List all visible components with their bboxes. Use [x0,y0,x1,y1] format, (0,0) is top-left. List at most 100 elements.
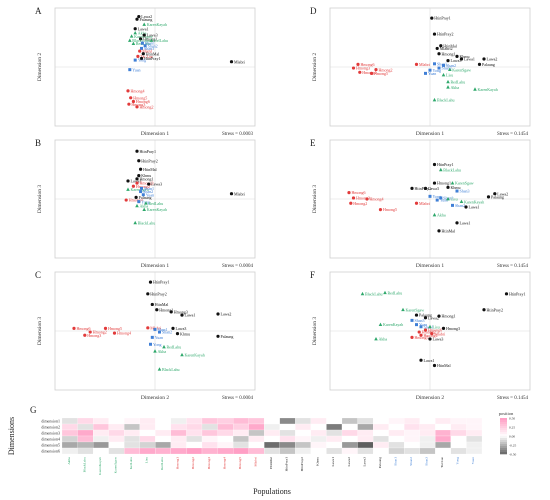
legend-swatch [500,432,507,435]
point-marker [401,307,405,312]
point-marker [126,187,130,191]
heatmap-cell [155,423,171,431]
heatmap-x-title: Populations [253,487,291,496]
point-label: Yong [138,58,147,63]
point-label: Akha [158,349,167,354]
point-marker [347,191,351,195]
heatmap-cell [93,429,109,437]
point-label: KarenSgaw [131,187,150,192]
point-marker [229,192,234,196]
scatter-point: BlackLahu [157,367,180,372]
panel-letter: D [310,6,317,16]
heatmap-cell [139,435,156,443]
scatter-point: HtinPray2 [432,32,453,37]
heatmap-cell [233,441,249,449]
heatmap-row-label: dimension4 [41,437,60,442]
point-label: Hmong4 [424,333,438,338]
scatter-point: Hmong1 [155,307,173,312]
scatter-point: Hmong5 [378,207,397,212]
point-label: Shan1 [144,186,154,191]
point-label: Palaung [491,194,504,199]
heatmap-cell [388,417,405,425]
scatter-point: Shan2 [158,330,172,335]
point-marker [351,66,356,70]
point-marker [216,312,220,316]
point-marker [349,201,353,205]
point-label: Hmong1 [442,51,456,56]
point-label: Hmong3 [174,309,188,314]
panel-f: F Dimension 2 Dimension 3 Stress = 0.1454 Bl… [310,270,531,401]
scatter-point: Hmong1 [135,176,154,181]
heatmap-column-label: Lisu [145,457,149,463]
legend-title: position [499,411,514,416]
scatter-point: Mlabri [414,62,431,67]
heatmap-cell [419,423,436,431]
point-marker [417,330,421,334]
heatmap-column-label: Shan1 [393,457,397,466]
point-marker [103,326,108,330]
point-label: Hmong5 [383,207,397,212]
point-label: KelLahu [154,38,168,43]
point-marker [83,333,87,337]
y-axis-label: Dimension 2 [37,53,43,82]
point-marker [446,59,450,63]
heatmap-cell [357,441,374,449]
point-marker [139,190,143,194]
point-label: BlackLahu [138,220,156,225]
scatter-point: RedLahu [162,345,181,350]
point-label: Khmu [180,331,190,336]
scatter-point: Lawa2 [216,312,231,317]
scatter-point: Hmong2 [349,201,367,206]
scatter-point: HtinPray2 [410,186,431,191]
scatter-point: Palaung [135,17,152,22]
point-marker [451,203,454,207]
point-marker [504,292,509,296]
point-label: Hmong2 [379,67,393,72]
point-marker [369,71,374,75]
scatter-point: Shan3 [437,66,452,71]
point-label: Palaung [139,195,152,200]
heatmap-cell [77,429,94,437]
heatmap-column-label: HtinPray1 [285,457,289,472]
heatmap-cell [186,441,203,449]
scatter-point: Shan1 [140,186,154,191]
point-label: Lawa1 [138,26,149,31]
heatmap-cell [404,441,420,449]
point-marker [448,67,452,72]
point-marker [419,333,423,337]
point-marker [415,323,418,327]
legend-swatch [500,428,507,431]
point-label: Palaung [419,313,432,318]
heatmap-cell [108,441,125,449]
point-label: HtinPray2 [487,307,503,312]
point-label: KarenSgaw [406,307,425,312]
heatmap-cell [186,447,203,455]
heatmap-cell [326,447,343,455]
point-marker [430,16,434,20]
point-marker [437,314,441,318]
scatter-point: Lawa3 [147,182,162,187]
point-label: Lawa1 [460,220,471,225]
heatmap-cell [357,417,374,425]
point-marker [433,62,436,66]
point-marker [437,52,441,56]
scatter-point: KarenSgaw [450,181,474,186]
scatter-point: Lawa1 [126,179,141,184]
heatmap-cell [108,417,125,425]
legend-tick: 0.00 [509,435,515,439]
heatmap-cell [201,441,218,449]
heatmap-cell [310,423,327,431]
heatmap-cell [264,441,280,449]
point-label: Mlabri2 [440,46,453,51]
panel-b: B Dimension 1 Dimension 3 Stress = 0.0004 Ht… [35,138,256,269]
point-label: Hmong2 [353,201,367,206]
heatmap-cell [186,423,203,431]
x-axis-label: Dimension 2 [141,395,170,401]
y-axis-label: Dimension 3 [312,317,318,346]
point-label: Lawa2 [221,312,232,317]
heatmap-cell [388,447,405,455]
scatter-point: Lisu [441,73,453,78]
point-label: HtinMal [443,43,457,48]
point-marker [158,330,161,334]
point-label: Hmong1 [442,314,456,319]
